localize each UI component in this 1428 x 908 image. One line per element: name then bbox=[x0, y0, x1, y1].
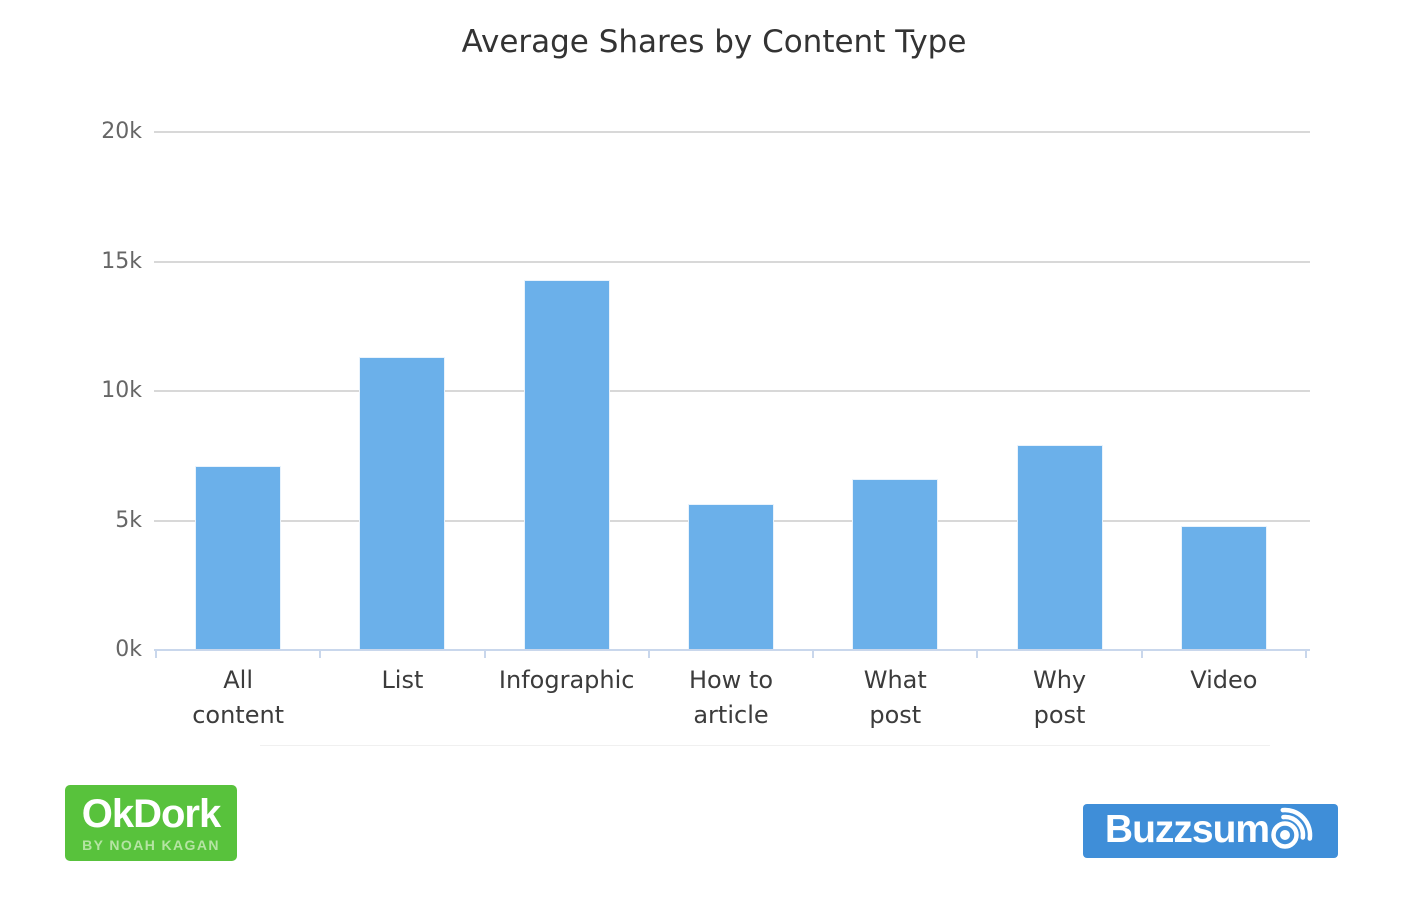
bar-list bbox=[359, 357, 446, 650]
x-label-infographic: Infographic bbox=[498, 666, 635, 694]
x-axis-tick bbox=[976, 651, 979, 658]
x-label-why-post: Why post bbox=[1032, 666, 1087, 729]
buzzsumo-logo: Buzzsum bbox=[1083, 804, 1338, 858]
x-axis-tick bbox=[647, 651, 650, 658]
bar-column bbox=[1142, 132, 1306, 650]
okdork-logo: OkDork BY NOAH KAGAN bbox=[65, 785, 237, 861]
x-label-how-to-article: How to article bbox=[688, 666, 774, 729]
bar-video bbox=[1180, 525, 1267, 650]
gridline-15k bbox=[154, 260, 1310, 263]
x-axis-tick bbox=[1305, 651, 1307, 658]
okdork-logo-title: OkDork bbox=[81, 792, 221, 836]
x-axis-tick bbox=[483, 651, 486, 658]
bar-column bbox=[320, 132, 484, 650]
bar-column bbox=[813, 132, 977, 650]
y-tick-label: 10k bbox=[101, 378, 142, 403]
x-axis-tick bbox=[812, 651, 815, 658]
chart-title: Average Shares by Content Type bbox=[461, 24, 967, 60]
y-tick-label: 20k bbox=[101, 119, 142, 144]
x-axis-ticks bbox=[155, 651, 1307, 659]
bar-all-content bbox=[195, 466, 282, 650]
x-axis-line bbox=[154, 649, 1310, 651]
x-label-list: List bbox=[381, 666, 424, 694]
bar-column bbox=[977, 132, 1141, 650]
x-axis-tick bbox=[155, 651, 157, 658]
okdork-logo-subtitle: BY NOAH KAGAN bbox=[82, 837, 220, 853]
gridline-10k bbox=[154, 390, 1310, 392]
y-tick-label: 0k bbox=[115, 637, 142, 662]
bar-column bbox=[485, 132, 649, 650]
y-tick-label: 15k bbox=[101, 248, 142, 274]
plot-area bbox=[154, 131, 1310, 650]
bar-column bbox=[649, 132, 813, 650]
bar-how-to-article bbox=[687, 503, 774, 650]
signal-o-icon bbox=[1271, 807, 1313, 849]
x-axis-tick bbox=[319, 651, 322, 658]
gridline-20k bbox=[154, 131, 1310, 133]
buzzsumo-logo-text: Buzzsum bbox=[1104, 808, 1270, 851]
x-axis-tick bbox=[1140, 651, 1143, 658]
x-label-video: Video bbox=[1190, 666, 1258, 694]
bar-infographic bbox=[523, 279, 610, 650]
x-axis-labels: All content List Infographic How to article… bbox=[156, 663, 1306, 733]
y-tick-label: 5k bbox=[115, 507, 142, 533]
bar-why-post bbox=[1016, 445, 1103, 650]
x-label-what-post: What post bbox=[863, 666, 927, 729]
x-label-all-content: All content bbox=[192, 666, 285, 729]
bar-what-post bbox=[852, 479, 939, 650]
divider-line bbox=[260, 745, 1270, 746]
bar-column bbox=[156, 132, 320, 650]
